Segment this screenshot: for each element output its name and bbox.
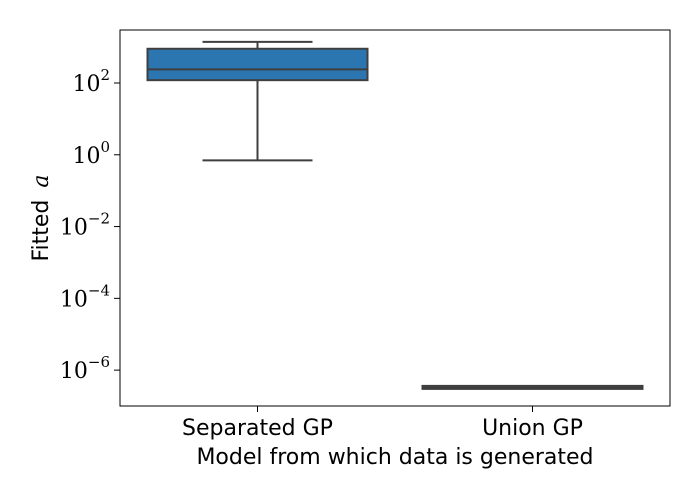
interquartile-box bbox=[146, 47, 369, 82]
y-tick-base: 10 bbox=[60, 287, 88, 312]
y-axis-label: Fitted a bbox=[29, 174, 54, 261]
y-tick-exponent: 2 bbox=[100, 66, 110, 84]
y-tick-base: 10 bbox=[72, 72, 100, 97]
plot-area bbox=[146, 40, 644, 390]
y-tick-label: 10−4 bbox=[60, 281, 110, 312]
y-tick-label: 100 bbox=[72, 138, 110, 169]
y-tick-exponent: −4 bbox=[88, 281, 110, 299]
y-tick-exponent: −6 bbox=[88, 353, 110, 371]
y-axis-label-text: Fitted bbox=[29, 200, 54, 262]
plot-frame bbox=[119, 29, 671, 407]
y-tick-base: 10 bbox=[60, 216, 88, 241]
y-tick-label: 102 bbox=[72, 66, 110, 97]
y-tick-label: 10−6 bbox=[60, 353, 110, 384]
y-tick-base: 10 bbox=[72, 144, 100, 169]
x-tick-label: Union GP bbox=[482, 416, 583, 441]
y-tick-exponent: −2 bbox=[88, 210, 110, 228]
x-axis-label: Model from which data is generated bbox=[196, 445, 593, 470]
y-tick-base: 10 bbox=[60, 359, 88, 384]
y-tick-exponent: 0 bbox=[100, 138, 110, 156]
box-2 bbox=[421, 384, 644, 390]
x-axis: Separated GP Union GP bbox=[182, 406, 583, 441]
x-tick-label: Separated GP bbox=[182, 416, 333, 441]
y-axis-label-symbol: a bbox=[29, 174, 54, 187]
box-1 bbox=[146, 40, 369, 162]
y-tick-label: 10−2 bbox=[60, 210, 110, 241]
